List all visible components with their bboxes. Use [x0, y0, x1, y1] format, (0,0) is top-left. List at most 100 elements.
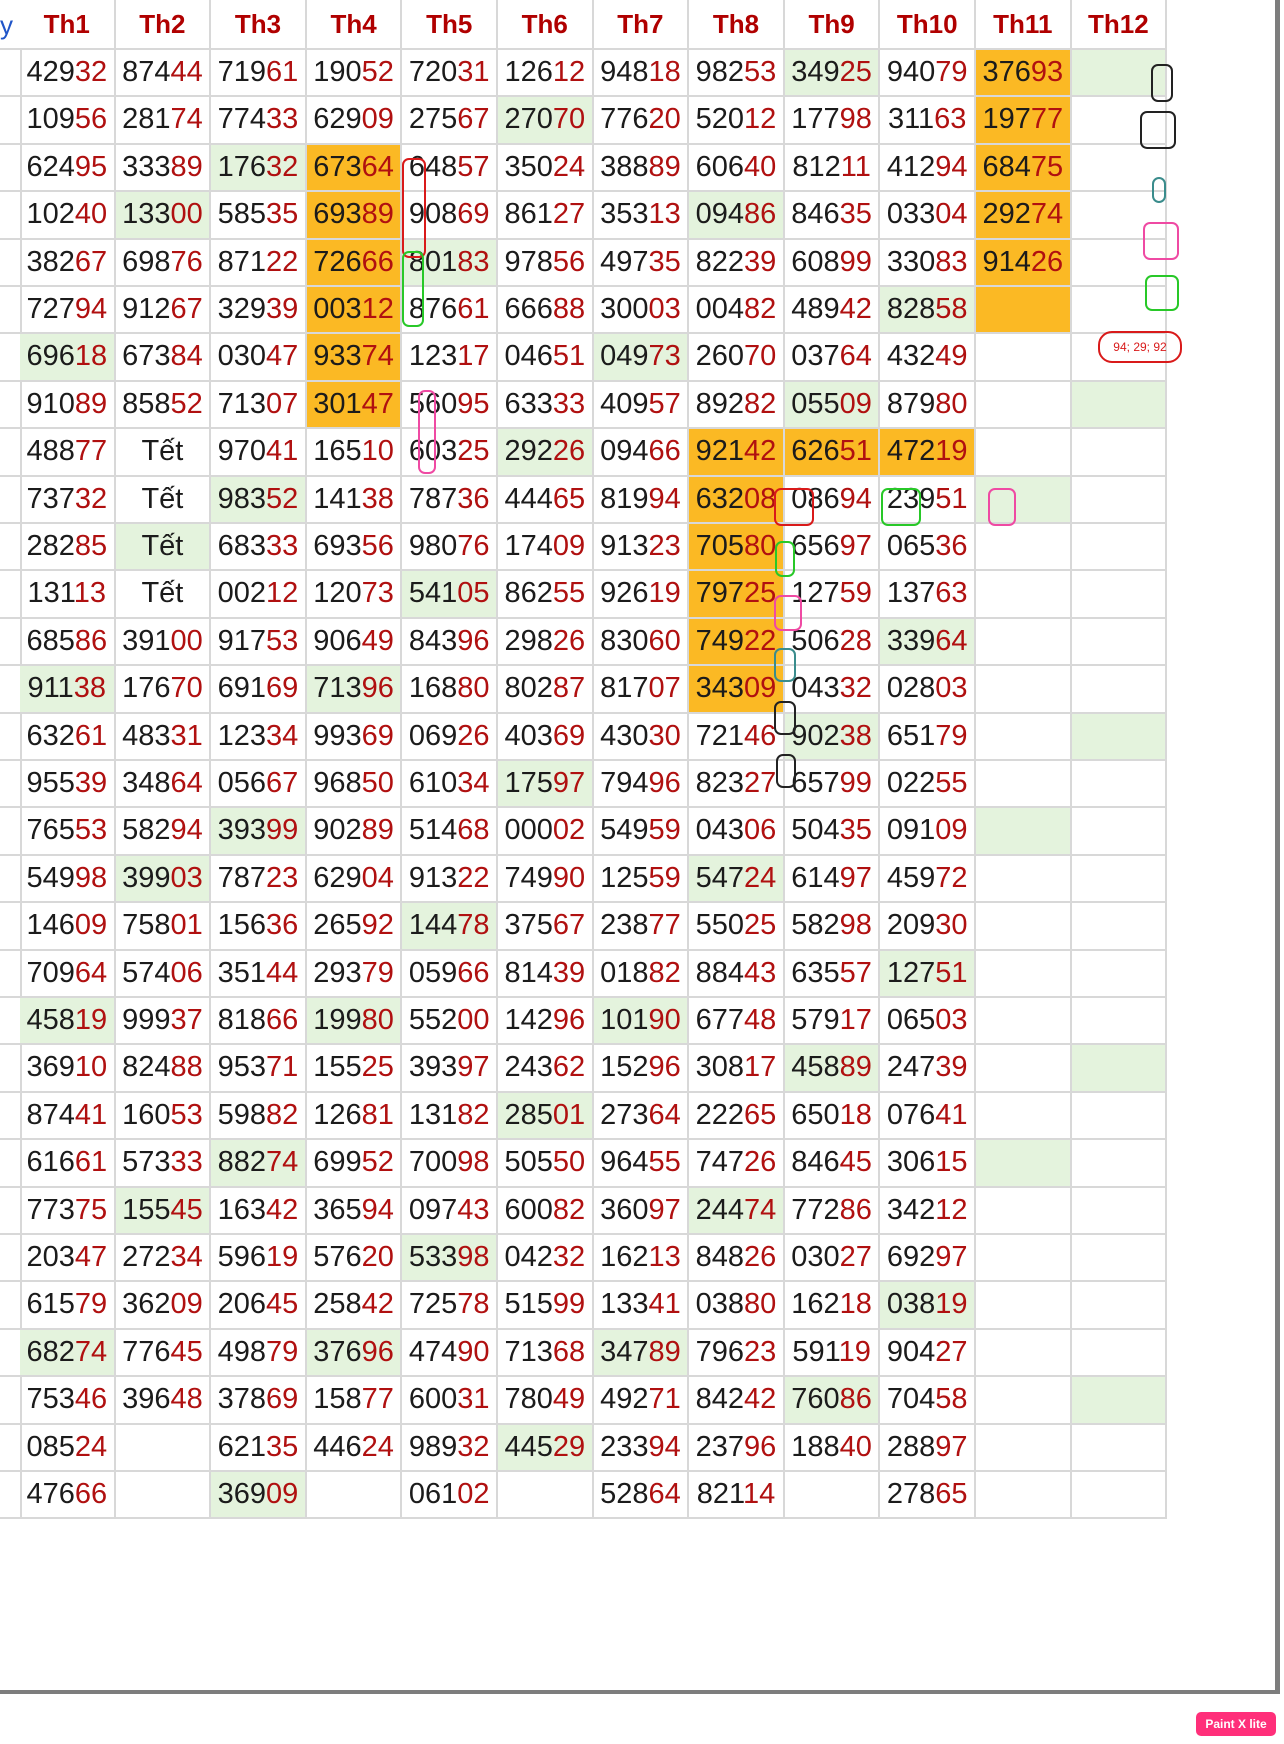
result-cell: 78736 — [402, 476, 498, 524]
result-cell: 03047 — [211, 334, 307, 382]
head-digits: 393 — [217, 814, 267, 847]
result-cell: 05667 — [211, 761, 307, 809]
head-digits: 347 — [600, 1335, 649, 1368]
head-digits: 197 — [982, 103, 1031, 136]
head-digits: 693 — [313, 198, 362, 231]
result-cell: 38267 — [20, 239, 116, 287]
result-cell: 81439 — [498, 950, 594, 998]
result-cell: 90427 — [880, 1329, 976, 1378]
result-cell — [784, 1472, 881, 1520]
tail-digits: 96 — [361, 672, 394, 705]
tail-digits: 96 — [552, 1004, 586, 1036]
head-digits: 633 — [504, 387, 553, 420]
result-cell: 09109 — [880, 808, 976, 856]
tail-digits: 10 — [361, 435, 394, 468]
head-digits: 758 — [122, 909, 171, 942]
head-digits: 621 — [217, 1430, 267, 1463]
result-cell: 79725 — [689, 571, 785, 619]
tail-digits: 55 — [935, 767, 968, 799]
head-digits: 906 — [313, 624, 362, 657]
head-digits: 065 — [886, 530, 936, 562]
head-digits: 097 — [408, 1193, 458, 1226]
head-digits: 360 — [600, 1193, 649, 1226]
head-digits: 582 — [791, 909, 840, 942]
head-digits: 028 — [886, 672, 936, 705]
result-cell: 68274 — [20, 1329, 116, 1378]
tail-digits: 67 — [457, 103, 490, 136]
result-cell: 12759 — [784, 571, 881, 619]
result-cell — [976, 808, 1072, 856]
tail-digits: 27 — [744, 767, 777, 799]
result-cell: 50550 — [498, 1140, 594, 1188]
table-row: 70964 57406 35144 29379 05966 81439 01882 88443… — [0, 950, 1275, 998]
result-cell — [1071, 1282, 1168, 1330]
result-cell: 90289 — [306, 808, 403, 856]
tail-digits: 98 — [839, 103, 872, 136]
tail-digits: 27 — [552, 198, 586, 231]
head-digits: 102 — [26, 198, 75, 231]
result-cell: 17670 — [115, 666, 212, 714]
result-cell — [1071, 1187, 1168, 1235]
tail-digits: 17 — [457, 340, 490, 373]
head-digits: 076 — [886, 1098, 936, 1131]
column-header: Th8 — [689, 0, 785, 50]
tail-digits: 44 — [170, 56, 203, 88]
tail-digits: 03 — [648, 293, 681, 325]
result-cell: 80183 — [402, 239, 498, 287]
tail-digits: 51 — [935, 956, 968, 989]
result-cell — [976, 950, 1072, 998]
tail-digits: 51 — [839, 435, 872, 468]
head-digits: 375 — [504, 909, 553, 942]
tail-digits: 97 — [552, 767, 586, 799]
tail-digits: 24 — [361, 1430, 394, 1463]
result-cell: 36594 — [306, 1187, 403, 1235]
table-row: 61579 36209 20645 25842 72578 51599 13341 03880… — [0, 1282, 1275, 1330]
result-cell: 57406 — [115, 950, 212, 998]
tail-digits: 26 — [744, 1146, 777, 1179]
result-cell: 44529 — [498, 1424, 594, 1472]
result-cell: 19980 — [306, 998, 403, 1046]
result-cell: 92619 — [593, 571, 690, 619]
head-digits: 970 — [217, 435, 267, 468]
head-digits: 596 — [217, 1241, 267, 1273]
tail-digits: 13 — [648, 198, 681, 231]
column-header: Th6 — [498, 0, 594, 50]
result-cell — [1071, 429, 1168, 477]
result-cell: 93374 — [306, 334, 403, 382]
result-cell: 39397 — [402, 1045, 498, 1093]
result-cell — [976, 1045, 1072, 1093]
result-cell — [1071, 761, 1168, 809]
tail-digits: 19 — [74, 1004, 108, 1036]
head-digits: 445 — [504, 1430, 553, 1463]
result-cell: 42932 — [20, 50, 116, 98]
result-cell: 69952 — [306, 1140, 403, 1188]
tail-digits: 02 — [552, 814, 586, 847]
result-cell: 61661 — [20, 1140, 116, 1188]
tail-digits: 12 — [552, 56, 586, 88]
result-cell: 62904 — [306, 855, 403, 904]
row-stub — [0, 381, 22, 430]
result-cell: 12751 — [880, 950, 976, 998]
result-cell: 66688 — [498, 287, 594, 335]
result-cell: 69356 — [306, 524, 403, 572]
table-row: 54998 39903 78723 62904 91322 74990 12559 54724… — [0, 855, 1275, 904]
tail-digits: 26 — [1030, 245, 1064, 278]
head-digits: 446 — [313, 1430, 362, 1463]
result-cell: 84645 — [784, 1140, 881, 1188]
tail-digits: 43 — [744, 956, 777, 989]
head-digits: 606 — [695, 150, 745, 183]
head-digits: 278 — [886, 1478, 936, 1510]
result-cell — [1071, 855, 1168, 904]
tail-digits: 88 — [552, 293, 586, 325]
head-digits: 902 — [313, 814, 362, 847]
result-cell: 13341 — [593, 1282, 690, 1330]
tail-digits: 06 — [744, 814, 777, 847]
head-digits: 797 — [695, 577, 745, 610]
head-digits: 787 — [217, 861, 267, 894]
row-stub — [0, 334, 22, 382]
head-digits: 131 — [408, 1098, 458, 1131]
tail-digits: 20 — [361, 1241, 394, 1273]
head-digits: 126 — [504, 56, 553, 88]
result-cell — [1071, 950, 1168, 998]
head-digits: 120 — [313, 577, 362, 610]
